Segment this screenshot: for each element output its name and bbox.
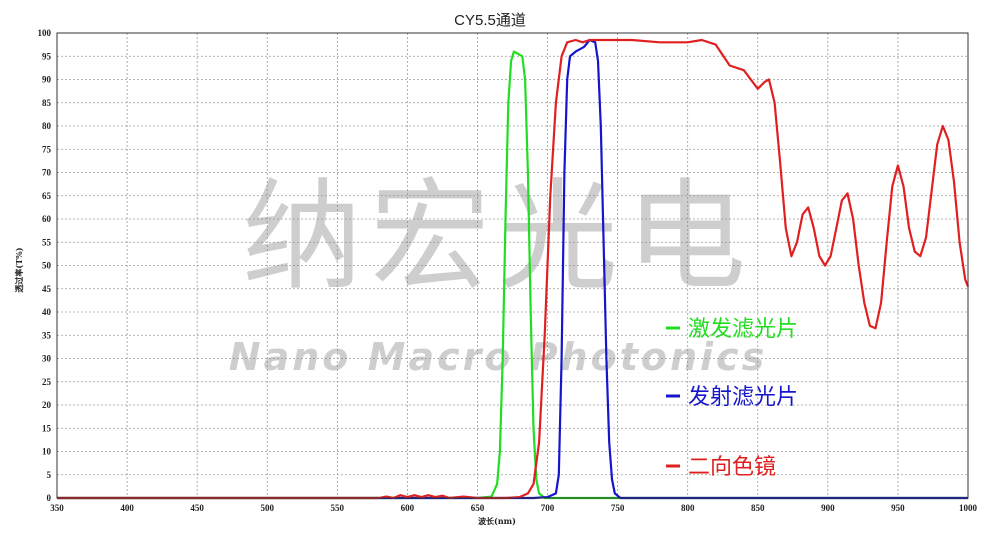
x-tick-labels: 350 400 450 500 550 600 650 700 750 800 850 900 950 1… [50, 503, 977, 513]
x-tick-label: 950 [891, 503, 905, 513]
y-tick-label: 100 [38, 28, 52, 38]
chart-title: CY5.5通道 [454, 12, 526, 29]
x-tick-label: 800 [681, 503, 695, 513]
y-tick-label: 45 [42, 284, 52, 294]
y-axis-label: 透过率(T%) [14, 247, 24, 292]
y-tick-label: 75 [42, 144, 52, 154]
y-tick-label: 20 [42, 400, 52, 410]
x-tick-label: 450 [190, 503, 204, 513]
x-tick-label: 850 [751, 503, 765, 513]
y-tick-label: 60 [42, 214, 52, 224]
x-tick-label: 350 [50, 503, 64, 513]
y-tick-label: 80 [42, 121, 52, 131]
x-tick-label: 600 [401, 503, 415, 513]
y-tick-labels: 0 5 10 15 20 25 30 35 40 45 50 55 60 65 70 75 80 85 90 95 10… [38, 28, 52, 503]
x-tick-label: 500 [260, 503, 274, 513]
x-tick-label: 900 [821, 503, 835, 513]
series-lines [57, 38, 970, 500]
y-tick-label: 65 [42, 191, 52, 201]
x-tick-label: 750 [611, 503, 625, 513]
x-tick-label: 550 [331, 503, 345, 513]
y-tick-label: 35 [42, 330, 52, 340]
legend-label: 发射滤光片 [688, 385, 798, 410]
x-tick-label: 400 [120, 503, 134, 513]
y-tick-label: 10 [42, 447, 52, 457]
watermark: 纳宏光电 Nano Macro Photonics [229, 168, 767, 379]
y-tick-label: 30 [42, 354, 52, 364]
x-tick-label: 650 [471, 503, 485, 513]
y-tick-label: 85 [42, 98, 52, 108]
legend-label: 激发滤光片 [688, 317, 798, 342]
watermark-cn: 纳宏光电 [242, 168, 754, 307]
y-tick-label: 70 [42, 168, 52, 178]
y-tick-label: 95 [42, 51, 52, 61]
series-line-2 [57, 38, 968, 500]
y-tick-label: 0 [47, 493, 52, 503]
x-tick-label: 1000 [959, 503, 978, 513]
y-tick-label: 90 [42, 75, 52, 85]
plot-frame [56, 32, 969, 499]
x-tick-label: 700 [541, 503, 555, 513]
x-axis-label: 波长(nm) [478, 516, 516, 526]
legend-label: 二向色镜 [688, 455, 776, 480]
y-tick-label: 15 [42, 423, 52, 433]
series-line-3 [57, 38, 970, 500]
watermark-en: Nano Macro Photonics [229, 335, 767, 379]
y-tick-label: 25 [42, 377, 52, 387]
y-tick-label: 55 [42, 237, 52, 247]
y-tick-label: 50 [42, 261, 52, 271]
y-tick-label: 5 [47, 470, 52, 480]
y-tick-label: 40 [42, 307, 52, 317]
